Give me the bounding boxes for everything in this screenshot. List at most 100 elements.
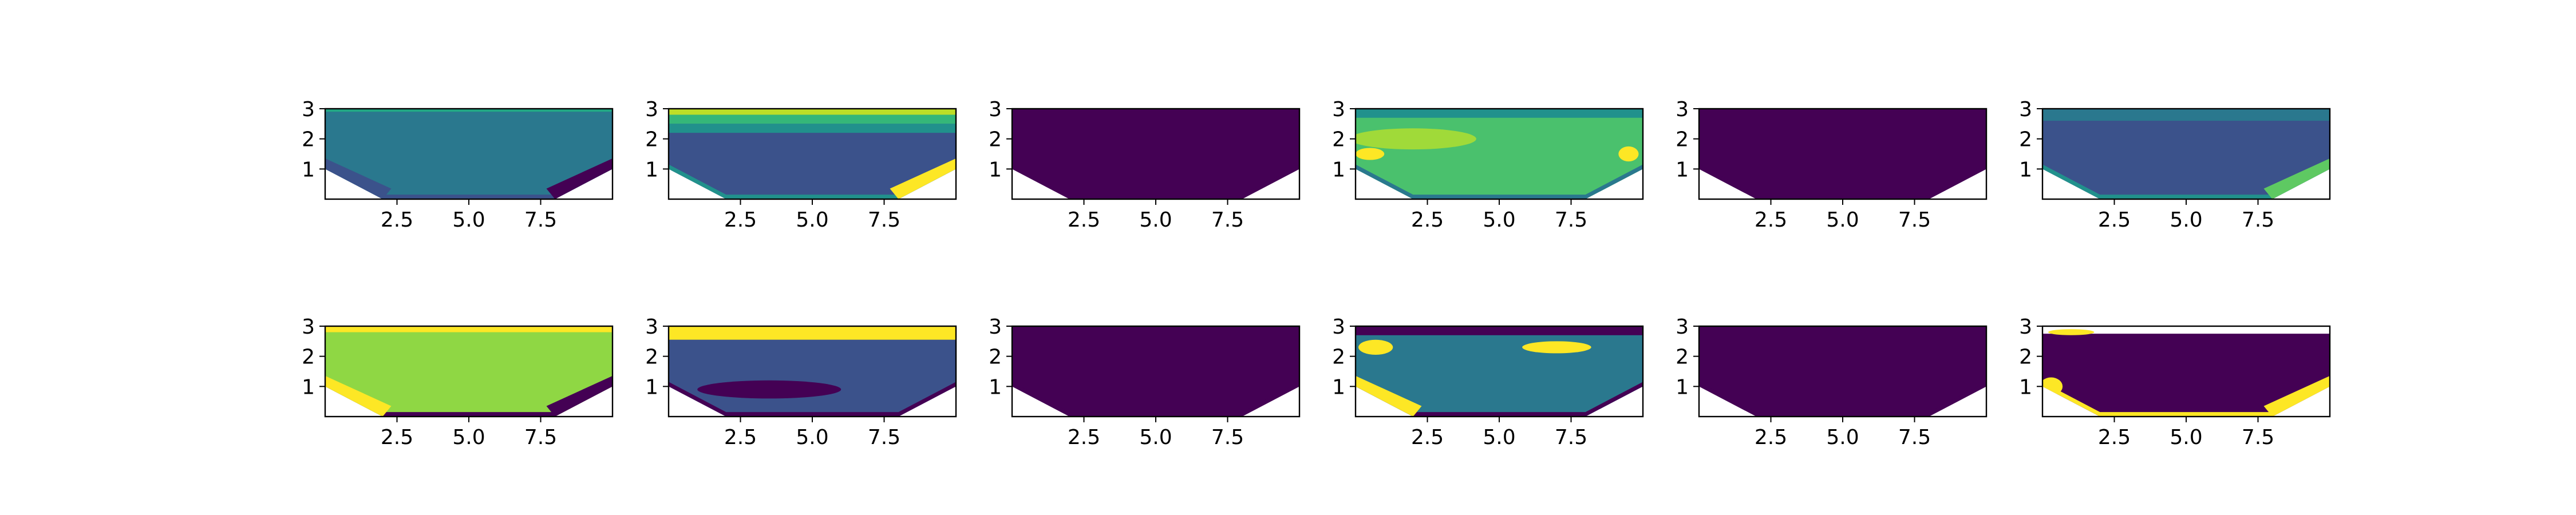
contour-corner-right xyxy=(546,158,613,199)
x-tick-label: 2.5 xyxy=(1068,426,1100,449)
y-tick-label: 2 xyxy=(1332,128,1345,152)
contour-corner-left xyxy=(1356,375,1422,417)
x-tick-label: 7.5 xyxy=(1555,426,1587,449)
y-tick-label: 1 xyxy=(2019,158,2032,181)
y-tick-label: 3 xyxy=(1676,98,1689,121)
contour-fill xyxy=(2042,109,2330,199)
x-tick-label: 5.0 xyxy=(2170,426,2202,449)
y-tick-label: 1 xyxy=(1676,375,1689,399)
contour-fill xyxy=(1012,109,1299,199)
subplot-r1c6: 2.5 5.0 7.5 1 2 3 xyxy=(2019,98,2331,232)
contour-blob xyxy=(1358,339,1393,355)
x-tick-label: 2.5 xyxy=(1755,426,1787,449)
y-tick-label: 2 xyxy=(1332,346,1345,369)
contour-fill xyxy=(1012,326,1299,417)
y-tick-label: 2 xyxy=(645,128,658,152)
contour-band xyxy=(2042,326,2330,334)
contour-fill xyxy=(1699,326,1986,417)
y-tick-label: 3 xyxy=(989,98,1002,121)
contour-corner-left xyxy=(325,158,392,199)
y-tick-label: 1 xyxy=(302,158,315,181)
y-tick-label: 3 xyxy=(1332,315,1345,339)
x-tick-label: 5.0 xyxy=(1483,426,1515,449)
y-tick-label: 2 xyxy=(1676,346,1689,369)
contour-corner-left xyxy=(325,375,392,417)
x-tick-label: 7.5 xyxy=(868,208,900,232)
y-tick-label: 1 xyxy=(302,375,315,399)
subplot-r1c1: 2.5 5.0 7.5 1 2 3 xyxy=(302,98,614,232)
y-tick-label: 3 xyxy=(2019,315,2032,339)
x-tick-label: 7.5 xyxy=(2242,426,2274,449)
subplot-r2c4: 2.5 5.0 7.5 1 2 3 xyxy=(1332,315,1644,449)
contour-band xyxy=(2042,109,2330,121)
contour-base xyxy=(669,326,956,417)
subplot-r2c3: 2.5 5.0 7.5 1 2 3 xyxy=(989,315,1301,449)
contour-corner-right xyxy=(890,158,956,199)
y-tick-label: 2 xyxy=(989,346,1002,369)
x-tick-label: 5.0 xyxy=(452,426,485,449)
y-tick-label: 2 xyxy=(1676,128,1689,152)
y-tick-label: 1 xyxy=(989,375,1002,399)
y-tick-label: 3 xyxy=(1332,98,1345,121)
x-tick-label: 5.0 xyxy=(1826,208,1859,232)
contour-corner-right xyxy=(546,375,613,417)
x-tick-label: 2.5 xyxy=(1411,426,1444,449)
x-tick-label: 5.0 xyxy=(1826,426,1859,449)
x-tick-label: 7.5 xyxy=(868,426,900,449)
x-tick-label: 2.5 xyxy=(2098,426,2131,449)
x-tick-label: 7.5 xyxy=(1555,208,1587,232)
contour-fill xyxy=(1356,109,1643,199)
y-tick-label: 1 xyxy=(2019,375,2032,399)
x-tick-label: 7.5 xyxy=(524,426,557,449)
contour-fill xyxy=(1356,326,1643,417)
contour-corner-right xyxy=(2263,375,2330,417)
x-tick-label: 7.5 xyxy=(1898,426,1931,449)
y-tick-label: 2 xyxy=(989,128,1002,152)
y-tick-label: 2 xyxy=(302,128,315,152)
x-tick-label: 7.5 xyxy=(524,208,557,232)
contour-base xyxy=(1356,109,1643,199)
subplot-r1c3: 2.5 5.0 7.5 1 2 3 xyxy=(989,98,1301,232)
contour-blob xyxy=(2048,329,2095,335)
y-tick-label: 1 xyxy=(989,158,1002,181)
x-tick-label: 5.0 xyxy=(2170,208,2202,232)
contour-fill xyxy=(2042,326,2330,417)
subplot-grid: 2.5 5.0 7.5 1 2 3 2.5 5.0 7.5 1 2 3 2.5 5.0 7.5 1 2 3 2.5 5… xyxy=(302,98,2331,449)
y-tick-label: 3 xyxy=(302,98,315,121)
contour-blob xyxy=(1618,146,1639,162)
contour-fill xyxy=(1699,109,1986,199)
subplot-r1c2: 2.5 5.0 7.5 1 2 3 xyxy=(645,98,957,232)
x-tick-label: 5.0 xyxy=(796,208,828,232)
subplot-r1c5: 2.5 5.0 7.5 1 2 3 xyxy=(1676,98,1988,232)
x-tick-label: 2.5 xyxy=(724,208,757,232)
y-tick-label: 3 xyxy=(302,315,315,339)
y-tick-label: 3 xyxy=(645,98,658,121)
x-tick-label: 2.5 xyxy=(724,426,757,449)
subplot-r2c5: 2.5 5.0 7.5 1 2 3 xyxy=(1676,315,1988,449)
y-tick-label: 2 xyxy=(302,346,315,369)
y-tick-label: 1 xyxy=(1332,158,1345,181)
y-tick-label: 1 xyxy=(645,158,658,181)
y-tick-label: 3 xyxy=(2019,98,2032,121)
y-tick-label: 1 xyxy=(645,375,658,399)
x-tick-label: 2.5 xyxy=(381,208,413,232)
contour-band xyxy=(669,114,956,124)
contour-fill xyxy=(325,326,613,417)
x-tick-label: 7.5 xyxy=(2242,208,2274,232)
contour-base xyxy=(1012,109,1299,199)
contour-blob xyxy=(1356,148,1385,160)
subplot-r2c6: 2.5 5.0 7.5 1 2 3 xyxy=(2019,315,2331,449)
contour-band xyxy=(669,124,956,133)
y-tick-label: 1 xyxy=(1676,158,1689,181)
x-tick-label: 5.0 xyxy=(1139,208,1172,232)
contour-fill xyxy=(669,326,956,417)
contour-band xyxy=(669,109,956,115)
y-tick-label: 3 xyxy=(645,315,658,339)
x-tick-label: 5.0 xyxy=(452,208,485,232)
x-tick-label: 2.5 xyxy=(1755,208,1787,232)
x-tick-label: 7.5 xyxy=(1211,208,1244,232)
subplot-r2c2: 2.5 5.0 7.5 1 2 3 xyxy=(645,315,957,449)
subplot-r2c1: 2.5 5.0 7.5 1 2 3 xyxy=(302,315,614,449)
contour-base xyxy=(1699,326,1986,417)
